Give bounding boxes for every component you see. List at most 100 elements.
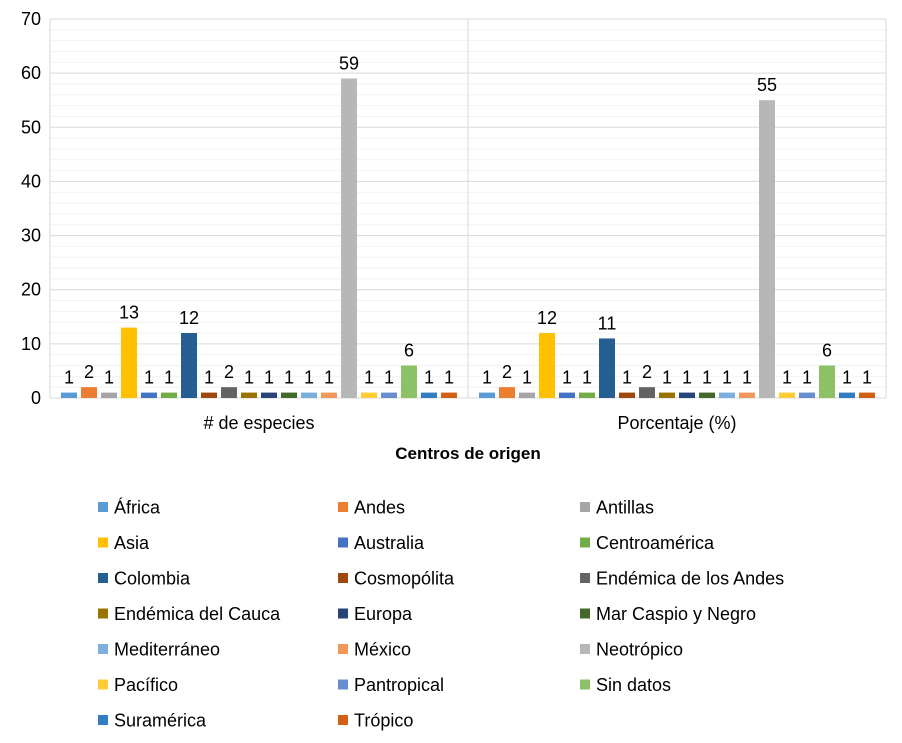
legend-swatch — [580, 679, 590, 690]
data-label: 1 — [522, 368, 532, 388]
data-label: 1 — [384, 368, 394, 388]
legend-swatch — [580, 644, 590, 654]
data-label: 1 — [802, 368, 812, 388]
bar — [599, 338, 615, 398]
legend-label: Europa — [354, 604, 413, 624]
bar — [859, 392, 875, 398]
data-label: 59 — [339, 54, 359, 74]
y-tick-label: 10 — [21, 334, 41, 354]
data-label: 2 — [642, 362, 652, 382]
bar — [559, 392, 575, 398]
legend-item: Centroamérica — [580, 533, 715, 553]
y-tick-label: 70 — [21, 9, 41, 29]
x-category-label: Porcentaje (%) — [617, 413, 736, 433]
data-label: 11 — [598, 313, 617, 333]
bars — [61, 78, 875, 399]
legend-label: Cosmopólita — [354, 569, 455, 589]
bar — [659, 392, 675, 398]
x-axis-title: Centros de origen — [395, 444, 540, 463]
legend-item: Asia — [98, 533, 150, 553]
data-label: 1 — [862, 368, 872, 388]
legend-swatch — [338, 644, 348, 654]
data-label: 1 — [64, 368, 74, 388]
y-tick-label: 0 — [31, 388, 41, 408]
legend-label: Colombia — [114, 569, 191, 589]
y-axis-ticks: 0 10 20 30 40 50 60 70 — [21, 9, 41, 408]
bar — [799, 392, 815, 398]
data-label: 6 — [404, 341, 414, 361]
legend-swatch — [98, 502, 108, 512]
legend-label: África — [114, 498, 161, 518]
bar — [81, 387, 97, 398]
legend-label: Sin datos — [596, 675, 671, 695]
legend-swatch — [338, 573, 348, 583]
data-label: 1 — [622, 368, 632, 388]
legend-item: Sin datos — [580, 675, 671, 695]
bar — [281, 392, 297, 398]
legend-swatch — [580, 537, 590, 548]
bar — [619, 392, 635, 398]
x-axis-categories: # de especies Porcentaje (%) — [203, 413, 736, 433]
legend-swatch — [98, 537, 108, 548]
bar — [121, 327, 137, 398]
data-label: 55 — [757, 75, 777, 95]
data-label: 2 — [224, 362, 234, 382]
legend-item: Endémica de los Andes — [580, 569, 784, 589]
legend-swatch — [338, 502, 348, 512]
data-label: 1 — [702, 368, 712, 388]
legend-item: África — [98, 498, 161, 518]
bar — [579, 392, 595, 398]
legend-swatch — [580, 502, 590, 512]
data-label: 1 — [164, 368, 174, 388]
bar — [201, 392, 217, 398]
legend-item: Colombia — [98, 569, 191, 589]
legend-label: México — [354, 640, 411, 660]
legend-item: Europa — [338, 604, 413, 624]
bar — [341, 78, 357, 399]
data-label: 2 — [84, 362, 94, 382]
legend-item: Mediterráneo — [98, 640, 220, 660]
bar — [61, 392, 77, 398]
legend-swatch — [98, 608, 108, 619]
x-category-label: # de especies — [203, 413, 314, 433]
data-label: 13 — [119, 303, 139, 323]
bar — [759, 100, 775, 398]
legend-item: Antillas — [580, 498, 654, 518]
legend-swatch — [338, 679, 348, 690]
data-label: 1 — [104, 368, 114, 388]
y-tick-label: 20 — [21, 280, 41, 300]
bar — [699, 392, 715, 398]
bar — [161, 392, 177, 398]
legend-item: Andes — [338, 498, 405, 518]
bar — [819, 365, 835, 398]
data-label: 1 — [782, 368, 792, 388]
data-label: 1 — [722, 368, 732, 388]
data-label: 1 — [682, 368, 692, 388]
data-label: 1 — [444, 368, 454, 388]
legend: África Andes Antillas Asia Australia Centroam… — [98, 498, 784, 731]
legend-swatch — [338, 608, 348, 619]
data-label: 1 — [144, 368, 154, 388]
data-label: 1 — [364, 368, 374, 388]
legend-item: Neotrópico — [580, 640, 683, 660]
bar — [719, 392, 735, 398]
legend-label: Trópico — [354, 711, 413, 731]
bar — [361, 392, 377, 398]
bar — [141, 392, 157, 398]
data-label: 1 — [204, 368, 214, 388]
legend-label: Endémica del Cauca — [114, 604, 281, 624]
legend-swatch — [98, 573, 108, 583]
data-label: 2 — [502, 362, 512, 382]
bar — [261, 392, 277, 398]
bar — [101, 392, 117, 398]
legend-label: Andes — [354, 498, 405, 518]
legend-item: Australia — [338, 533, 425, 553]
legend-label: Australia — [354, 533, 425, 553]
y-tick-label: 40 — [21, 171, 41, 191]
data-label: 12 — [179, 308, 199, 328]
data-label: 1 — [284, 368, 294, 388]
bar — [739, 392, 755, 398]
legend-label: Neotrópico — [596, 640, 683, 660]
data-label: 1 — [244, 368, 254, 388]
